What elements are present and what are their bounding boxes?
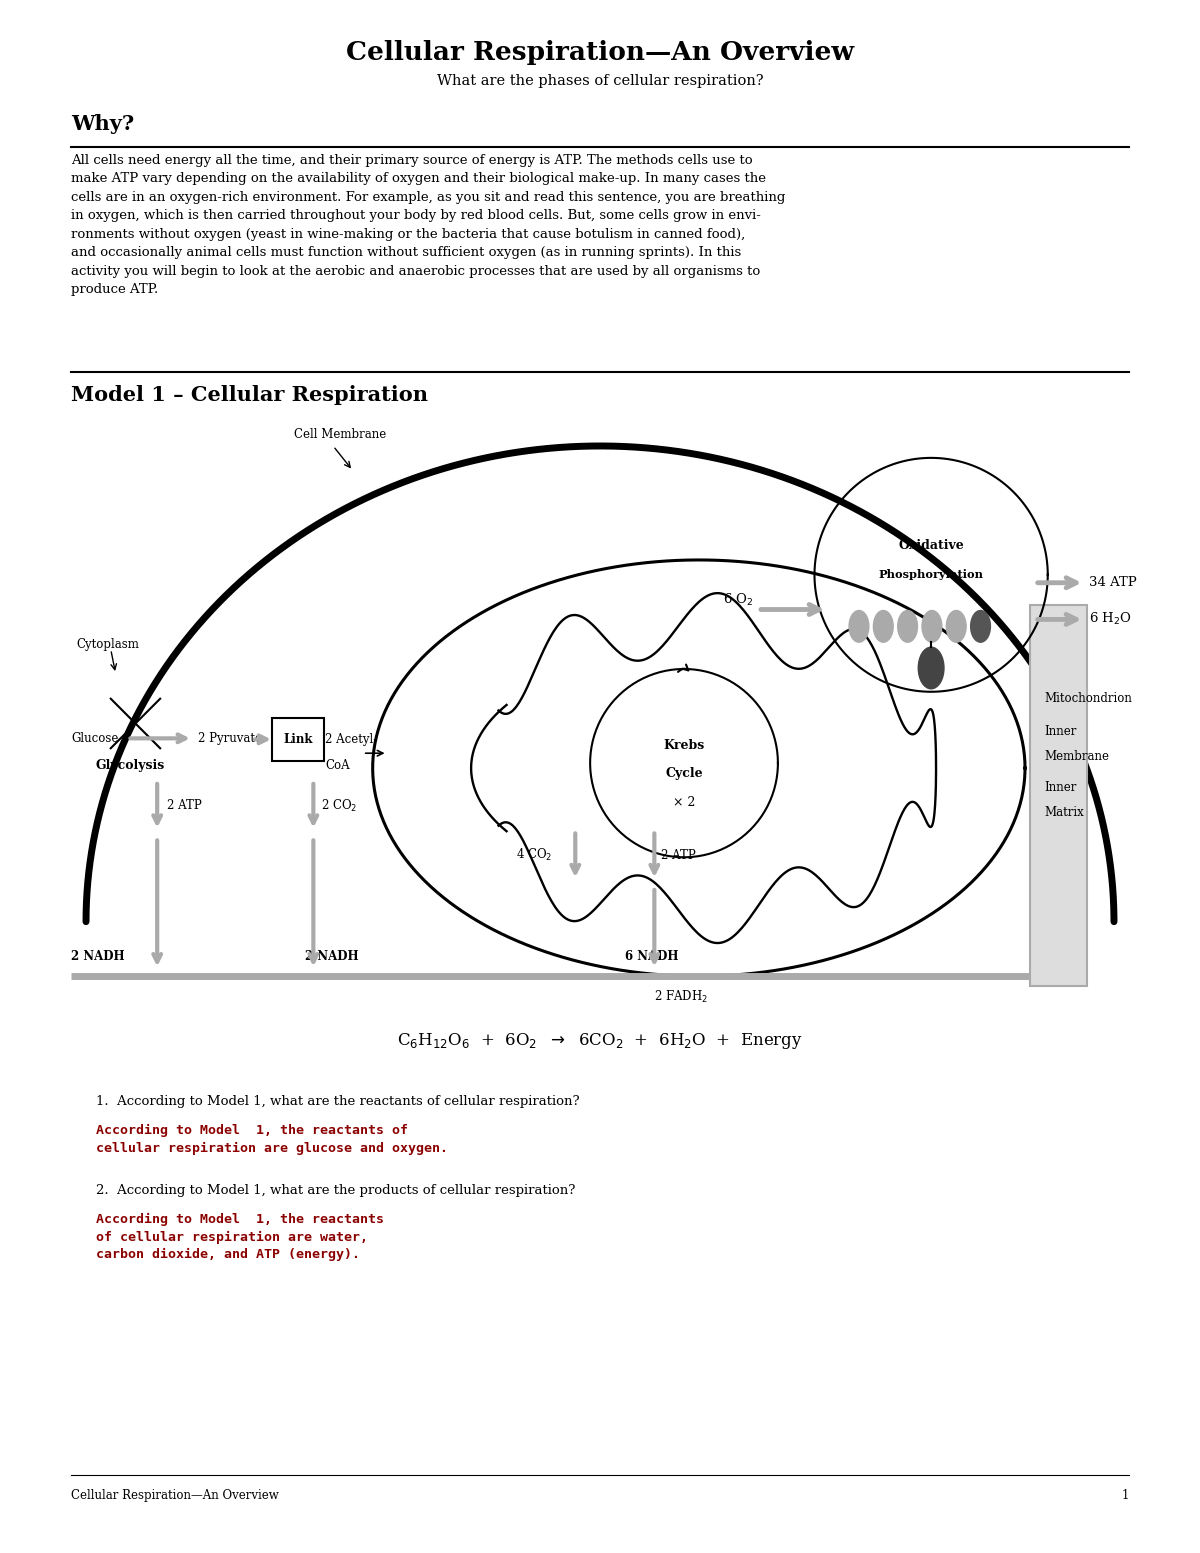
Text: Cellular Respiration—An Overview: Cellular Respiration—An Overview [71, 1489, 278, 1502]
Bar [1030, 604, 1087, 986]
Text: According to Model  1, the reactants of
cellular respiration are glucose and oxy: According to Model 1, the reactants of c… [96, 1124, 448, 1154]
Text: 2 FADH$_2$: 2 FADH$_2$ [654, 989, 708, 1005]
Text: 1.  According to Model 1, what are the reactants of cellular respiration?: 1. According to Model 1, what are the re… [96, 1095, 580, 1109]
Text: What are the phases of cellular respiration?: What are the phases of cellular respirat… [437, 75, 763, 89]
Text: Krebs: Krebs [664, 739, 704, 752]
Ellipse shape [947, 610, 966, 643]
Ellipse shape [850, 610, 869, 643]
Text: 2 ATP: 2 ATP [661, 849, 696, 862]
Text: Inner: Inner [1045, 781, 1078, 795]
Text: 2 NADH: 2 NADH [71, 950, 125, 963]
Ellipse shape [922, 610, 942, 643]
FancyBboxPatch shape [272, 717, 324, 761]
Text: Oxidative: Oxidative [899, 539, 964, 551]
Ellipse shape [898, 610, 918, 643]
Text: 6 O$_2$: 6 O$_2$ [722, 592, 754, 607]
Ellipse shape [918, 648, 944, 690]
Text: Glycolysis: Glycolysis [96, 758, 166, 772]
Text: 1: 1 [1122, 1489, 1129, 1502]
Text: Cellular Respiration—An Overview: Cellular Respiration—An Overview [346, 40, 854, 65]
Text: 2 Pyruvate: 2 Pyruvate [198, 731, 262, 745]
Text: Why?: Why? [71, 113, 134, 134]
Text: 6 NADH: 6 NADH [625, 950, 678, 963]
Text: According to Model  1, the reactants
of cellular respiration are water,
carbon d: According to Model 1, the reactants of c… [96, 1213, 384, 1261]
Text: Cytoplasm: Cytoplasm [76, 638, 139, 651]
Text: Matrix: Matrix [1045, 806, 1085, 818]
Text: Model 1 – Cellular Respiration: Model 1 – Cellular Respiration [71, 385, 428, 404]
Text: Glucose: Glucose [71, 731, 119, 745]
Text: 2 Acetyl-: 2 Acetyl- [325, 733, 378, 745]
Ellipse shape [971, 610, 990, 643]
Text: C$_6$H$_{12}$O$_6$  +  6O$_2$  $\rightarrow$  6CO$_2$  +  6H$_2$O  +  Energy: C$_6$H$_{12}$O$_6$ + 6O$_2$ $\rightarrow… [397, 1031, 803, 1051]
Text: 34 ATP: 34 ATP [1090, 576, 1138, 589]
Text: All cells need energy all the time, and their primary source of energy is ATP. T: All cells need energy all the time, and … [71, 154, 786, 297]
Text: 6 H$_2$O: 6 H$_2$O [1090, 612, 1132, 627]
Text: Cycle: Cycle [665, 767, 703, 780]
Text: Link: Link [283, 733, 313, 745]
Text: 2 CO$_2$: 2 CO$_2$ [322, 798, 358, 814]
Text: 4 CO$_2$: 4 CO$_2$ [516, 848, 552, 863]
Text: Mitochondrion: Mitochondrion [1045, 693, 1133, 705]
Text: CoA: CoA [325, 758, 350, 772]
Text: 2 ATP: 2 ATP [167, 800, 202, 812]
Text: Phosphorylation: Phosphorylation [878, 570, 984, 581]
Text: Cell Membrane: Cell Membrane [294, 429, 386, 441]
Text: 2 NADH: 2 NADH [306, 950, 359, 963]
Ellipse shape [874, 610, 893, 643]
Text: Inner: Inner [1045, 725, 1078, 738]
Text: 2.  According to Model 1, what are the products of cellular respiration?: 2. According to Model 1, what are the pr… [96, 1185, 575, 1197]
Text: Membrane: Membrane [1045, 750, 1110, 763]
Text: × 2: × 2 [673, 797, 695, 809]
